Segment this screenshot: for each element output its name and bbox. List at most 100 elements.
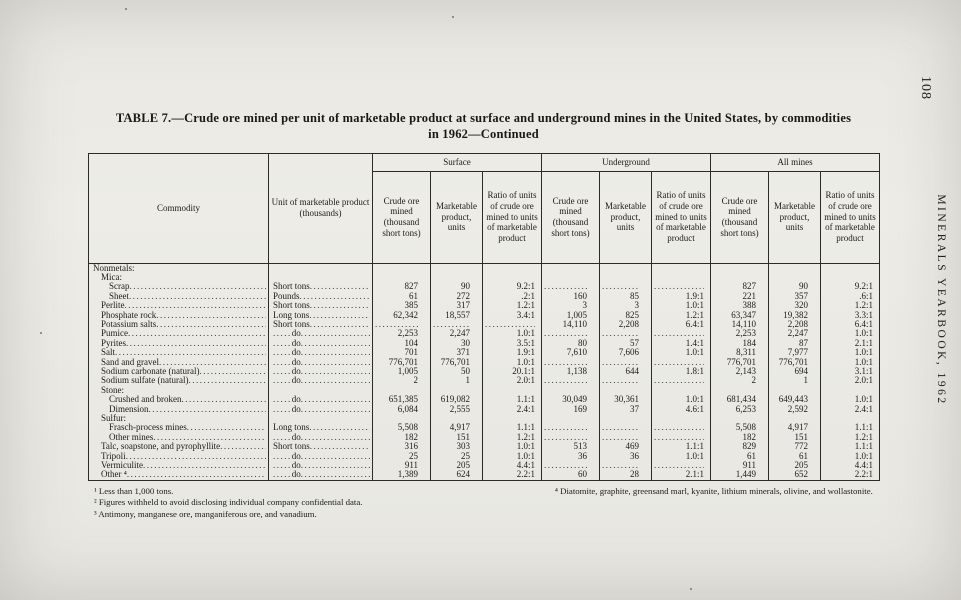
table-row: Stone: xyxy=(88,385,881,396)
value-cell: 30 xyxy=(430,338,483,349)
table-row: Dimensiondo6,0842,5552.4:1169374.6:16,25… xyxy=(88,404,881,414)
value-cell: 14,110 xyxy=(710,319,769,330)
value-cell xyxy=(482,272,542,283)
table-row: Sodium carbonate (natural) do 1,0055020.1:… xyxy=(88,366,881,377)
unit-label: Long tons xyxy=(273,310,310,320)
value-cell: 7,606 xyxy=(599,348,652,358)
table-row: Saltdo7013711.9:17,6107,6061.0:18,3117,9… xyxy=(88,348,881,358)
table-row: PerliteShort tons3853171.2:1331.0:138832… xyxy=(88,301,881,311)
value-cell: 1.4:1 xyxy=(651,338,711,349)
unit-cell: do xyxy=(268,357,373,367)
value-cell xyxy=(372,272,431,283)
value-cell: 2.1:1 xyxy=(651,470,711,481)
value-cell xyxy=(651,432,711,443)
value-cell: 85 xyxy=(599,291,652,302)
value-cell: 25 xyxy=(372,451,431,462)
value-cell: 388 xyxy=(710,301,769,311)
value-cell: 3.1:1 xyxy=(819,366,881,377)
commodity-label: Scrap xyxy=(109,282,130,292)
commodity-cell: Talc, soapstone, and pyrophyllite xyxy=(88,442,269,452)
value-cell xyxy=(651,414,711,424)
commodity-label: Other ⁴ xyxy=(101,470,127,480)
value-cell xyxy=(651,376,711,386)
value-cell: 1.0:1 xyxy=(651,348,711,358)
value-cell: 1.8:1 xyxy=(651,366,711,377)
table-title-line2: in 1962—Continued xyxy=(428,127,539,142)
value-cell: 6.4:1 xyxy=(651,319,711,330)
commodity-label: Phosphate rock xyxy=(101,310,157,320)
table-row: Sodium sulfate (natural)do212.0:1212.0:1 xyxy=(88,376,881,386)
value-cell: 371 xyxy=(430,348,483,358)
unit-label: do xyxy=(291,451,301,461)
value-cell xyxy=(710,385,769,396)
unit-cell: do xyxy=(268,348,373,358)
value-cell xyxy=(651,357,711,367)
value-cell: 2,247 xyxy=(430,329,483,339)
value-cell xyxy=(651,282,711,292)
value-cell: 3.5:1 xyxy=(482,338,542,349)
unit-cell: do xyxy=(268,329,373,339)
value-cell: 2,143 xyxy=(710,366,769,377)
value-cell: 1.2:1 xyxy=(482,432,542,443)
value-cell xyxy=(599,376,652,386)
value-cell xyxy=(768,414,821,424)
col-header-ratio-all: Ratio of units of crude ore mined to uni… xyxy=(819,170,881,264)
value-cell: 205 xyxy=(768,461,821,471)
unit-cell: do xyxy=(268,404,373,414)
scan-speck xyxy=(125,8,127,10)
value-cell: 3 xyxy=(599,301,652,311)
footnote-1: ¹ Less than 1,000 tons. xyxy=(94,485,174,496)
value-cell: 5,508 xyxy=(372,423,431,433)
value-cell: 829 xyxy=(710,442,769,452)
value-cell: 1.0:1 xyxy=(819,395,881,405)
value-cell: 30,361 xyxy=(599,395,652,405)
value-cell: 681,434 xyxy=(710,395,769,405)
unit-label: do xyxy=(291,395,301,405)
unit-cell: Pounds xyxy=(268,291,373,302)
value-cell xyxy=(599,461,652,471)
value-cell xyxy=(819,414,881,424)
footnote-4: ⁴ Diatomite, graphite, greensand marl, k… xyxy=(554,485,873,496)
minerals-table: Commodity Unit of marketable product (th… xyxy=(88,152,881,481)
value-cell: 80 xyxy=(541,338,600,349)
value-cell xyxy=(430,263,483,273)
unit-label: Short tons xyxy=(273,319,310,329)
value-cell: 652 xyxy=(768,470,821,481)
value-cell: 1.0:1 xyxy=(819,348,881,358)
value-cell xyxy=(599,272,652,283)
value-cell xyxy=(599,423,652,433)
value-cell: 6,253 xyxy=(710,404,769,414)
value-cell: 1.1:1 xyxy=(482,423,542,433)
value-cell xyxy=(430,385,483,396)
value-cell: 3 xyxy=(541,301,600,311)
value-cell xyxy=(430,414,483,424)
commodity-cell: Sodium carbonate (natural) xyxy=(88,366,269,377)
value-cell: 57 xyxy=(599,338,652,349)
commodity-label: Stone: xyxy=(101,385,125,395)
value-cell: 4,917 xyxy=(430,423,483,433)
scan-speck xyxy=(40,332,42,334)
commodity-cell: Dimension xyxy=(88,404,269,414)
value-cell: 3.4:1 xyxy=(482,310,542,320)
value-cell: 60 xyxy=(541,470,600,481)
commodity-label: Crushed and broken xyxy=(109,395,182,405)
commodity-label: Frasch-process mines xyxy=(109,423,187,433)
table-row: Other ⁴do1,3896242.2:160282.1:11,4496522… xyxy=(88,470,881,481)
value-cell: 2,555 xyxy=(430,404,483,414)
value-cell: 272 xyxy=(430,291,483,302)
value-cell: 14,110 xyxy=(541,319,600,330)
unit-cell: Short tons xyxy=(268,442,373,452)
commodity-cell: Sodium sulfate (natural) xyxy=(88,376,269,386)
value-cell xyxy=(599,282,652,292)
scan-speck xyxy=(690,588,692,590)
unit-cell: do xyxy=(268,470,373,481)
col-header-marketable-surface: Market­able product, units xyxy=(430,170,483,264)
commodity-cell: Potassium salts xyxy=(88,319,269,330)
unit-cell: Short tons xyxy=(268,319,373,330)
value-cell xyxy=(541,282,600,292)
value-cell: 357 xyxy=(768,291,821,302)
value-cell: 1,389 xyxy=(372,470,431,481)
